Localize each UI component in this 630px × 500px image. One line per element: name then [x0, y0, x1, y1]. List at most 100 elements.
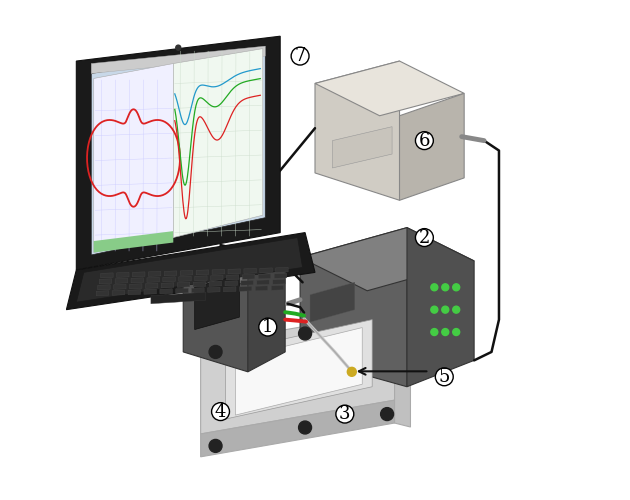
- Polygon shape: [179, 276, 191, 281]
- Circle shape: [336, 405, 354, 423]
- Polygon shape: [196, 270, 209, 275]
- Polygon shape: [147, 278, 159, 282]
- Polygon shape: [260, 268, 272, 273]
- Polygon shape: [243, 274, 255, 280]
- Polygon shape: [399, 94, 464, 200]
- Polygon shape: [273, 280, 285, 284]
- Circle shape: [442, 328, 449, 336]
- Circle shape: [415, 132, 433, 150]
- Circle shape: [381, 408, 394, 420]
- Polygon shape: [101, 273, 113, 278]
- Circle shape: [209, 440, 222, 452]
- Polygon shape: [160, 289, 172, 294]
- Polygon shape: [98, 285, 110, 290]
- Polygon shape: [193, 282, 205, 287]
- Polygon shape: [91, 46, 265, 74]
- Polygon shape: [151, 292, 205, 304]
- Polygon shape: [173, 48, 263, 238]
- Polygon shape: [300, 228, 474, 291]
- Circle shape: [453, 306, 460, 313]
- Polygon shape: [226, 320, 372, 419]
- Circle shape: [347, 368, 357, 376]
- Circle shape: [176, 45, 181, 50]
- Polygon shape: [241, 280, 253, 285]
- Polygon shape: [244, 268, 256, 274]
- Polygon shape: [192, 288, 204, 293]
- Polygon shape: [225, 281, 238, 286]
- Circle shape: [435, 368, 453, 386]
- Circle shape: [442, 284, 449, 291]
- Polygon shape: [112, 290, 125, 295]
- Polygon shape: [91, 46, 265, 255]
- Polygon shape: [164, 271, 177, 276]
- Polygon shape: [200, 400, 394, 457]
- Circle shape: [431, 284, 438, 291]
- Text: 6: 6: [419, 132, 430, 150]
- Polygon shape: [94, 64, 173, 252]
- Polygon shape: [272, 286, 284, 290]
- Polygon shape: [163, 277, 175, 282]
- Polygon shape: [146, 284, 158, 288]
- Polygon shape: [117, 272, 129, 278]
- Polygon shape: [236, 328, 362, 415]
- Polygon shape: [315, 61, 399, 200]
- Circle shape: [291, 47, 309, 65]
- Polygon shape: [76, 36, 280, 270]
- Polygon shape: [248, 250, 285, 372]
- Text: 4: 4: [215, 402, 226, 420]
- Polygon shape: [144, 290, 156, 294]
- Polygon shape: [96, 291, 108, 296]
- Polygon shape: [66, 232, 315, 310]
- Polygon shape: [212, 270, 224, 274]
- Text: 2: 2: [419, 228, 430, 246]
- Polygon shape: [257, 280, 269, 285]
- Polygon shape: [258, 274, 271, 279]
- Polygon shape: [180, 270, 193, 276]
- Polygon shape: [310, 282, 355, 322]
- Polygon shape: [255, 286, 268, 291]
- Polygon shape: [209, 282, 222, 286]
- Polygon shape: [161, 283, 174, 288]
- Circle shape: [299, 327, 311, 340]
- Polygon shape: [300, 228, 407, 386]
- Polygon shape: [208, 288, 220, 292]
- Circle shape: [415, 228, 433, 246]
- Polygon shape: [274, 274, 287, 278]
- Polygon shape: [239, 286, 252, 292]
- Circle shape: [299, 421, 311, 434]
- Polygon shape: [113, 284, 126, 290]
- Polygon shape: [183, 250, 285, 290]
- Text: 3: 3: [339, 405, 350, 423]
- Polygon shape: [224, 287, 236, 292]
- Polygon shape: [394, 310, 411, 427]
- Polygon shape: [94, 231, 173, 252]
- Polygon shape: [183, 250, 248, 372]
- Circle shape: [453, 284, 460, 291]
- Circle shape: [431, 306, 438, 313]
- Polygon shape: [131, 278, 144, 283]
- Polygon shape: [228, 269, 241, 274]
- Circle shape: [212, 402, 229, 420]
- Polygon shape: [128, 290, 140, 294]
- Polygon shape: [407, 228, 474, 386]
- Circle shape: [453, 328, 460, 336]
- Circle shape: [259, 318, 277, 336]
- Polygon shape: [210, 276, 223, 280]
- Polygon shape: [130, 284, 142, 289]
- Polygon shape: [195, 276, 207, 281]
- Polygon shape: [115, 278, 127, 283]
- Polygon shape: [76, 238, 302, 302]
- Text: 7: 7: [294, 47, 306, 65]
- Polygon shape: [227, 275, 239, 280]
- Polygon shape: [195, 275, 239, 330]
- Circle shape: [442, 306, 449, 313]
- Polygon shape: [99, 279, 112, 284]
- Polygon shape: [177, 282, 190, 288]
- Polygon shape: [176, 288, 188, 294]
- Polygon shape: [276, 268, 288, 272]
- Polygon shape: [200, 310, 394, 434]
- Text: 1: 1: [262, 318, 273, 336]
- Circle shape: [209, 346, 222, 358]
- Polygon shape: [149, 272, 161, 276]
- Text: 5: 5: [438, 368, 450, 386]
